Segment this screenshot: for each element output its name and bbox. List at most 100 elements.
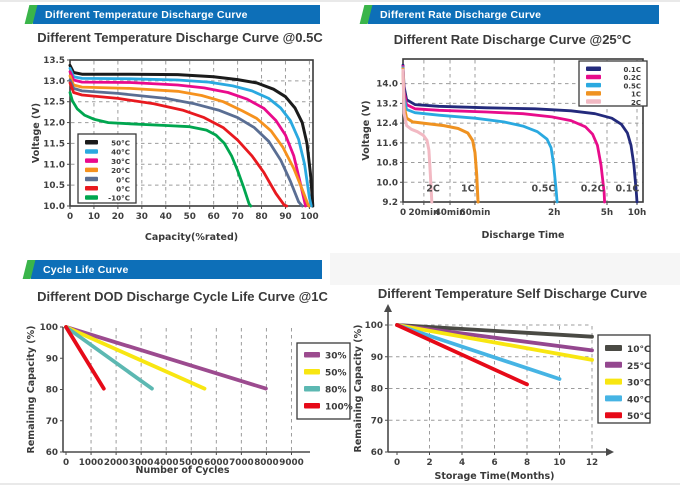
background-band [330, 253, 680, 285]
plot-border [402, 58, 644, 203]
y-tick-label: 80 [371, 385, 383, 395]
x-tick-label: 6000 [204, 458, 228, 468]
y-tick-label: 13.2 [376, 99, 398, 109]
x-tick-label: 12 [586, 458, 598, 468]
y-tick-label: 12.4 [376, 119, 398, 129]
legend-label: 0°C [116, 185, 130, 194]
curve-annotation: 2C [426, 184, 440, 195]
y-axis-title: Remaining Capacity (%) [353, 325, 364, 453]
legend-label: 0.1C [623, 66, 641, 74]
y-tick-label: 70 [371, 416, 383, 426]
legend-swatch [586, 66, 601, 71]
x-tick-label: 0 [67, 212, 73, 222]
legend-swatch [85, 167, 98, 173]
x-tick-label: 10h [628, 208, 647, 218]
y-tick-label: 14.0 [376, 80, 398, 90]
legend-swatch [85, 176, 98, 182]
y-tick-label: 100 [365, 321, 383, 331]
x-tick-label: 100 [300, 212, 318, 222]
series-10C [395, 323, 594, 339]
banner-temp-discharge: Different Temperature Discharge Curve [24, 5, 320, 24]
legend-swatch [605, 345, 622, 351]
series-2C [401, 68, 434, 204]
x-tick-label: 4 [459, 458, 465, 468]
legend-swatch [85, 158, 98, 163]
x-axis-arrow-icon [606, 448, 614, 456]
x-tick-label: 0 [394, 458, 400, 468]
series-50C [68, 63, 315, 208]
y-axis-title: Remaining Capacity (%) [26, 326, 37, 454]
legend-swatch [605, 395, 622, 402]
series-30C [395, 323, 594, 362]
y-tick-label: 10.0 [43, 202, 65, 212]
legend-label: 25°C [627, 362, 651, 372]
x-tick-label: 0 [400, 208, 406, 218]
y-axis-title: Voltage (V) [361, 100, 372, 160]
banner-rate-discharge: Different Rate Discharge Curve [359, 5, 659, 24]
series-50% [64, 325, 207, 391]
series-0.1C [401, 63, 639, 204]
legend-label: 50°C [111, 139, 130, 148]
banner-accent-icon [22, 260, 36, 279]
chart-title-cycle-life: Different DOD Discharge Cycle Life Curve… [37, 289, 328, 304]
y-axis-title: Voltage (V) [31, 103, 42, 163]
plot-border [69, 59, 314, 207]
curve-annotation: 0.5C [531, 184, 555, 195]
legend-label: 50°C [627, 412, 651, 422]
x-tick-label: 5h [601, 208, 613, 218]
x-tick-label: 7000 [229, 458, 253, 468]
legend-swatch [85, 186, 98, 191]
legend-swatch [304, 369, 320, 375]
legend-swatch [586, 74, 601, 80]
x-tick-label: 1000 [79, 458, 103, 468]
legend-label: 100% [325, 403, 353, 413]
x-tick-label: 0 [63, 458, 69, 468]
x-tick-label: 2000 [104, 458, 128, 468]
legend-swatch [586, 82, 601, 88]
y-tick-label: 13.0 [43, 77, 65, 87]
legend-label: 40°C [627, 395, 651, 405]
y-tick-label: 13.5 [43, 56, 65, 66]
chart-self-discharge: 0 2 4 6 8 10 12 60 70 80 90 100 10°C 25°C 30°C 40°C 50°C… [353, 304, 651, 482]
x-tick-label: 8 [524, 458, 530, 468]
y-tick-label: 10.8 [376, 159, 398, 169]
x-tick-label: 40 [160, 212, 172, 222]
y-tick-label: 60 [371, 448, 383, 458]
curve-annotation: 1C [461, 184, 475, 195]
legend-label: 1C [631, 91, 641, 99]
x-axis-title: Storage Time(Months) [434, 471, 554, 482]
series-40C [395, 323, 562, 381]
banner-accent-icon [359, 5, 373, 24]
x-tick-label: 4000 [154, 458, 178, 468]
chart-title-rate-discharge: Different Rate Discharge Curve @25°C [393, 32, 632, 47]
legend-label: -10°C [108, 194, 130, 203]
series--10C [68, 91, 253, 208]
legend-label: 40°C [111, 148, 130, 157]
x-tick-label: 90 [279, 212, 291, 222]
x-tick-label: 5000 [179, 458, 203, 468]
y-tick-label: 60 [46, 448, 58, 458]
x-tick-label: 9000 [279, 458, 303, 468]
y-tick-label: 12.5 [43, 98, 65, 108]
legend-label: 2C [631, 99, 641, 107]
y-tick-label: 11.0 [43, 160, 65, 170]
chart-title-temp-discharge: Different Temperature Discharge Curve @0… [37, 30, 323, 45]
y-tick-label: 12.0 [43, 119, 65, 129]
chart-cycle-life: 0 1000 2000 3000 4000 5000 6000 7000 8000 9000 60 7… [26, 323, 353, 476]
legend-swatch [605, 378, 622, 385]
x-tick-label: 10 [553, 458, 565, 468]
x-tick-label: 70 [231, 212, 243, 222]
x-tick-label: 10 [88, 212, 100, 222]
y-tick-label: 11.6 [376, 139, 398, 149]
chart-title-self-discharge: Different Temperature Self Discharge Cur… [377, 286, 648, 301]
legend-label: 0.2C [623, 74, 641, 82]
series-20C [68, 74, 311, 208]
legend-swatch [85, 140, 98, 145]
x-tick-label: 3000 [129, 458, 153, 468]
x-tick-label: 60min [460, 208, 491, 218]
legend-label: 30°C [627, 379, 651, 389]
y-tick-label: 10.0 [376, 178, 398, 188]
y-tick-label: 90 [46, 354, 58, 364]
